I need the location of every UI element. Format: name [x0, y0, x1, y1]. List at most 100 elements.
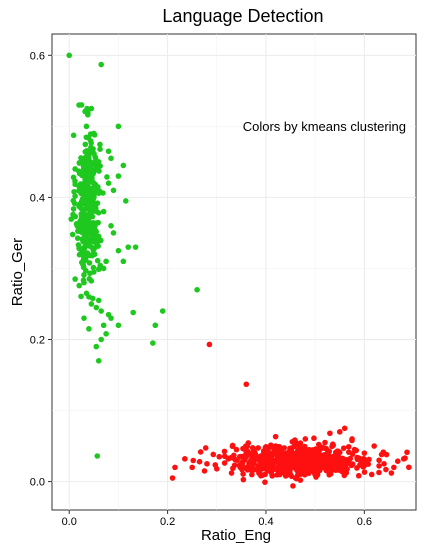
data-point	[72, 166, 78, 172]
cluster-point	[70, 132, 77, 139]
data-point	[322, 439, 328, 446]
cluster-point	[221, 448, 228, 455]
cluster-point	[70, 211, 76, 218]
cluster-point	[82, 108, 88, 115]
cluster-point	[75, 242, 82, 248]
cluster-point	[81, 249, 88, 256]
data-point	[95, 233, 102, 240]
cluster-point	[376, 463, 382, 469]
cluster-point	[87, 207, 94, 213]
cluster-point	[283, 468, 290, 475]
cluster-point	[324, 462, 331, 469]
cluster-point	[271, 448, 278, 454]
cluster-point	[94, 257, 101, 264]
data-point	[287, 453, 294, 460]
data-point	[110, 230, 117, 236]
cluster-point	[197, 449, 204, 455]
cluster-point	[86, 260, 93, 266]
cluster-point	[70, 174, 77, 181]
data-point	[194, 286, 200, 293]
data-point	[243, 381, 250, 388]
cluster-point	[354, 465, 360, 471]
data-point	[83, 123, 90, 130]
cluster-point	[276, 453, 283, 460]
data-point	[98, 308, 104, 314]
data-point	[351, 446, 358, 453]
data-point	[152, 322, 159, 329]
data-point	[204, 461, 210, 467]
cluster-point	[283, 450, 289, 457]
cluster-point	[96, 168, 102, 174]
grid-lines	[52, 34, 416, 510]
data-point	[206, 341, 213, 348]
cluster-point	[81, 272, 87, 278]
data-point	[391, 464, 397, 471]
cluster-point	[271, 466, 278, 472]
data-point	[122, 198, 129, 204]
data-point	[169, 475, 176, 481]
cluster-point	[404, 449, 410, 456]
cluster-point	[88, 278, 95, 284]
cluster-point	[332, 455, 338, 462]
cluster-point	[240, 471, 246, 477]
cluster-point	[360, 464, 366, 470]
data-point	[120, 258, 127, 265]
cluster-point	[74, 221, 80, 228]
cluster-point	[237, 461, 244, 468]
cluster-point	[72, 193, 78, 199]
data-point	[400, 456, 407, 462]
cluster-point	[275, 471, 282, 477]
data-point	[182, 456, 188, 462]
cluster-point	[90, 264, 97, 271]
axis-ticks: 0.0 0.2 0.4 0.6 0.0 0.2 0.4 0.6	[30, 50, 372, 528]
cluster-point	[301, 455, 307, 462]
cluster-point	[97, 141, 103, 148]
cluster-point	[90, 185, 96, 191]
cluster-point	[326, 472, 333, 478]
data-point	[228, 470, 235, 476]
data-point	[95, 297, 102, 304]
data-point	[150, 340, 156, 346]
data-point	[94, 453, 101, 459]
cluster-point	[76, 160, 83, 166]
cluster-point	[326, 448, 333, 455]
cluster-point	[322, 445, 328, 452]
cluster-point	[231, 452, 237, 459]
cluster-point	[89, 201, 96, 208]
cluster-point	[225, 456, 231, 462]
cluster-point	[202, 445, 209, 451]
data-point	[95, 358, 102, 364]
cluster-point	[318, 453, 324, 459]
data-point	[263, 457, 269, 464]
cluster-point	[221, 460, 228, 466]
data-point	[86, 294, 92, 300]
cluster-point	[355, 472, 362, 479]
data-point	[105, 180, 112, 186]
data-point	[282, 473, 289, 479]
cluster-point	[74, 235, 81, 242]
data-point	[159, 308, 166, 314]
cluster-point	[82, 243, 89, 249]
cluster-point	[70, 206, 77, 212]
cluster-point	[383, 466, 389, 473]
cluster-point	[290, 483, 296, 489]
cluster-point	[337, 465, 344, 471]
data-point	[336, 429, 343, 435]
data-point	[201, 468, 208, 474]
cluster-point	[85, 252, 92, 258]
data-point	[189, 464, 195, 471]
cluster-point	[210, 451, 217, 458]
y-tick-label: 0.4	[30, 192, 45, 204]
cluster-point	[343, 457, 350, 463]
x-tick-label: 0.4	[258, 516, 273, 528]
cluster-point	[92, 154, 98, 160]
x-tick-label: 0.6	[357, 516, 372, 528]
data-point	[100, 208, 107, 215]
cluster-point	[86, 237, 92, 244]
data-point	[120, 162, 127, 169]
x-tick-label: 0.0	[62, 516, 77, 528]
data-point	[72, 276, 78, 282]
cluster-point	[88, 144, 94, 151]
cluster-point	[80, 261, 86, 268]
cluster-point	[268, 470, 275, 476]
